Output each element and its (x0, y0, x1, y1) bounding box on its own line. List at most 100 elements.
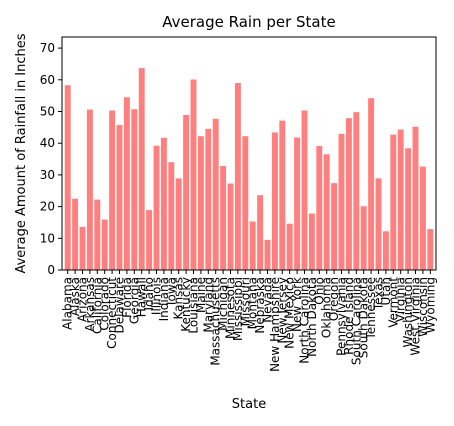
x-tick-label: North Carolina (298, 277, 312, 364)
x-tick-label: Iowa (164, 277, 178, 305)
bar (94, 199, 101, 270)
bar (86, 109, 93, 270)
x-tick-label: Colorado (98, 277, 112, 331)
x-tick-label: South Carolina (349, 277, 363, 365)
x-tick-label: Missouri (238, 277, 252, 326)
bar (427, 229, 434, 270)
bar (308, 213, 315, 270)
bar (64, 85, 71, 271)
x-tick-label: Alabama (61, 277, 75, 330)
y-axis-ticks: 0 10 20 30 40 50 60 70 (40, 41, 62, 277)
x-axis-ticks: AlabamaAlaskaArizonaArkansasCaliforniaCo… (61, 270, 437, 372)
x-tick-label: Arkansas (83, 277, 97, 332)
bar (249, 221, 256, 270)
bar (146, 210, 153, 270)
x-tick-label: West Virginia (409, 277, 423, 356)
x-tick-label: New York (290, 277, 304, 332)
bar (212, 118, 219, 271)
x-tick-label: Delaware (113, 277, 127, 334)
bar (286, 223, 293, 270)
y-tick-label: 30 (40, 168, 55, 182)
x-tick-label: Florida (120, 277, 134, 318)
x-tick-label: Connecticut (105, 277, 119, 349)
x-tick-label: Vermont (386, 277, 400, 328)
x-tick-label: Alaska (68, 277, 82, 316)
x-tick-label: Illinois (150, 277, 164, 315)
x-tick-label: New Mexico (283, 277, 297, 349)
bar (116, 125, 123, 270)
bar (72, 198, 79, 270)
y-tick-label: 50 (40, 104, 55, 118)
bar (190, 79, 197, 270)
bar (234, 82, 241, 270)
x-tick-label: Nebraska (253, 277, 267, 334)
bar (368, 98, 375, 270)
y-axis-title: Average Amount of Rainfall in Inches (14, 33, 29, 273)
x-tick-label: Ohio (312, 277, 326, 305)
bar (331, 183, 338, 270)
bar (123, 97, 130, 270)
x-tick-label: Arizona (76, 277, 90, 322)
x-tick-label: South Dakota (357, 277, 371, 358)
x-tick-label: Nevada (261, 277, 275, 323)
y-tick-label: 60 (40, 73, 55, 87)
x-tick-label: Oklahoma (320, 277, 334, 338)
y-tick-label: 20 (40, 200, 55, 214)
bar (338, 134, 345, 270)
bar (375, 178, 382, 270)
x-tick-label: Maryland (201, 277, 215, 333)
bar (101, 219, 108, 270)
x-tick-label: Minnesota (224, 277, 238, 339)
bar (353, 112, 360, 270)
x-tick-label: California (90, 277, 104, 334)
x-tick-label: New Hampshire (268, 277, 282, 372)
x-tick-label: Maine (194, 277, 208, 313)
bar (160, 137, 167, 270)
bar (279, 120, 286, 271)
x-tick-label: Idaho (142, 277, 156, 310)
x-tick-label: Virginia (394, 277, 408, 322)
x-tick-label: Kentucky (179, 277, 193, 332)
bar (405, 148, 412, 270)
bar (382, 231, 389, 270)
x-tick-label: Georgia (127, 277, 141, 324)
bar (220, 166, 227, 270)
x-tick-label: Rhode Island (342, 277, 356, 355)
x-tick-label: Michigan (216, 277, 230, 331)
bars-group (64, 68, 434, 271)
y-tick-label: 70 (40, 41, 55, 55)
x-tick-label: Oregon (327, 277, 341, 321)
x-tick-label: Wisconsin (416, 277, 430, 337)
bar (242, 136, 249, 270)
bar (168, 162, 175, 270)
bar (390, 134, 397, 270)
bar (345, 118, 352, 270)
bar (138, 68, 145, 270)
bar (153, 145, 160, 270)
bar (183, 114, 190, 270)
bar (412, 126, 419, 271)
bar (257, 195, 264, 270)
x-tick-label: Montana (246, 277, 260, 329)
x-tick-label: New Jersey (275, 277, 289, 344)
x-tick-label: Wyoming (423, 277, 437, 333)
bar (316, 146, 323, 270)
bar (79, 226, 86, 270)
bar (227, 183, 234, 270)
bar (175, 178, 182, 270)
x-tick-label: Kansas (172, 277, 186, 319)
x-tick-label: Utah (379, 277, 393, 305)
x-tick-label: Louisiana (187, 277, 201, 334)
x-tick-label: Hawaii (135, 277, 149, 317)
x-axis-title: State (232, 397, 266, 412)
x-tick-label: Mississippi (231, 277, 245, 341)
bar (271, 132, 278, 270)
bar (205, 128, 212, 270)
bar (131, 109, 138, 270)
y-tick-label: 40 (40, 136, 55, 150)
bar (294, 137, 301, 270)
x-tick-label: Tennessee (364, 277, 378, 341)
plot-frame (61, 36, 437, 271)
x-tick-label: Texas (372, 277, 386, 311)
